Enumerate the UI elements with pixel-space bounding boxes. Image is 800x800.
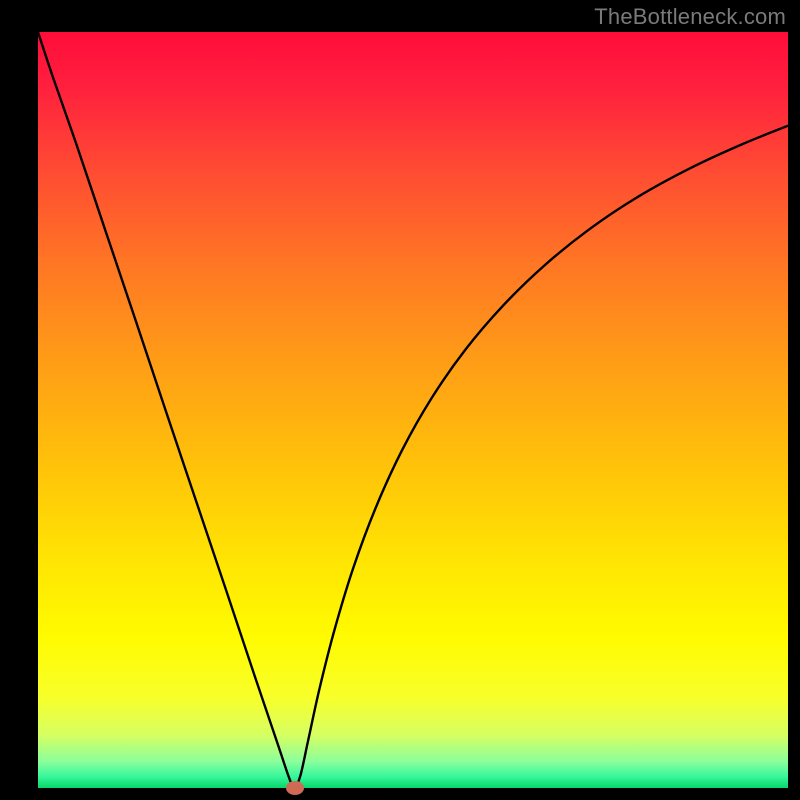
chart-frame: TheBottleneck.com (0, 0, 800, 800)
watermark-text: TheBottleneck.com (594, 4, 786, 30)
plot-area (38, 32, 788, 788)
minimum-marker (286, 781, 304, 795)
bottleneck-curve (38, 32, 788, 788)
